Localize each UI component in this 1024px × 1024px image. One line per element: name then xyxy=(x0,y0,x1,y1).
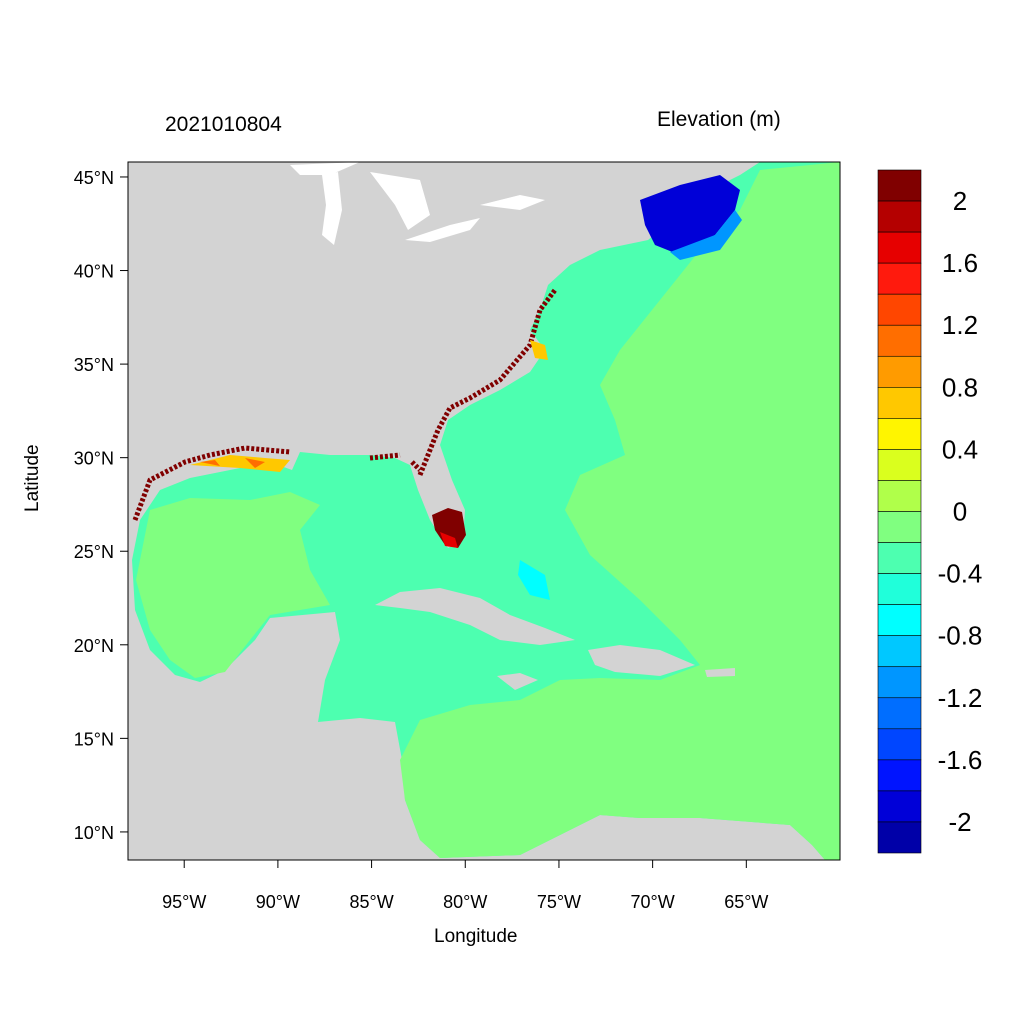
colorbar-swatch xyxy=(877,511,922,543)
y-tick-label: 20°N xyxy=(74,636,114,656)
y-axis: 45°N 40°N 35°N 30°N 25°N 20°N 15°N 10°N xyxy=(74,168,128,843)
colorbar-label: -1.2 xyxy=(938,683,983,713)
lake-huron xyxy=(370,172,430,230)
colorbar-label: 0.4 xyxy=(942,434,978,464)
florida-flooding-edge xyxy=(440,532,458,548)
colorbar-swatch xyxy=(877,262,922,295)
x-axis-label: Longitude xyxy=(434,926,518,947)
puerto-rico xyxy=(705,668,735,677)
x-tick-label: 80°W xyxy=(443,892,487,912)
florida-flooding xyxy=(432,508,466,548)
colorbar-swatch xyxy=(877,387,922,419)
x-tick-label: 75°W xyxy=(537,892,581,912)
colorbar-swatch xyxy=(877,542,922,574)
lake-erie xyxy=(405,218,480,242)
bahamas-shallows xyxy=(518,560,550,600)
colorbar-swatch xyxy=(877,635,922,668)
colorbar-label: -0.4 xyxy=(938,559,983,589)
colorbar-label: 0 xyxy=(953,497,967,527)
x-tick-label: 95°W xyxy=(162,892,206,912)
y-tick-label: 15°N xyxy=(74,729,114,749)
colorbar-title: Elevation (m) xyxy=(657,108,781,131)
colorbar-swatch xyxy=(877,449,922,481)
colorbar-label: 1.2 xyxy=(942,310,978,340)
colorbar-swatch xyxy=(877,293,922,326)
colorbar-swatch xyxy=(877,324,922,357)
jamaica xyxy=(497,673,538,690)
cuba xyxy=(375,588,575,645)
y-tick-label: 35°N xyxy=(74,355,114,375)
colorbar-swatch xyxy=(877,231,922,264)
y-tick-label: 25°N xyxy=(74,542,114,562)
colorbar-swatch xyxy=(877,355,922,388)
x-tick-label: 85°W xyxy=(349,892,393,912)
pamlico-surge xyxy=(530,340,548,360)
colorbar-swatch xyxy=(877,200,922,233)
lake-ontario xyxy=(480,195,545,210)
x-tick-label: 90°W xyxy=(256,892,300,912)
colorbar-swatch xyxy=(877,418,922,450)
louisiana-surge xyxy=(190,455,290,472)
colorbar-swatch xyxy=(877,480,922,512)
colorbar-label: -1.6 xyxy=(938,745,983,775)
lake-michigan xyxy=(322,172,342,245)
colorbar-swatch xyxy=(877,666,922,699)
colorbar-label: 1.6 xyxy=(942,248,978,278)
colorbar-swatch xyxy=(877,169,922,202)
colorbar-swatch xyxy=(877,604,922,636)
x-axis: 95°W 90°W 85°W 80°W 75°W 70°W 65°W xyxy=(162,860,768,912)
y-tick-label: 45°N xyxy=(74,168,114,188)
colorbar-swatch xyxy=(877,759,922,792)
louisiana-surge-core xyxy=(200,458,265,468)
colorbar: 2 1.6 1.2 0.8 0.4 0 -0.4 -0.8 -1.2 -1.6 -2 xyxy=(877,169,983,854)
y-tick-label: 10°N xyxy=(74,823,114,843)
colorbar-swatch xyxy=(877,821,922,854)
y-tick-label: 30°N xyxy=(74,449,114,469)
colorbar-label: -0.8 xyxy=(938,621,983,651)
x-tick-label: 65°W xyxy=(724,892,768,912)
ocean-atlantic-offshore xyxy=(400,162,840,860)
map-plot xyxy=(128,162,840,860)
lake-superior xyxy=(290,162,360,175)
gulf-coast-flooding xyxy=(132,288,557,521)
map-title-date: 2021010804 xyxy=(165,113,282,136)
ocean-gulf-west xyxy=(136,492,330,678)
colorbar-swatch xyxy=(877,573,922,605)
plot-frame xyxy=(127,161,841,861)
colorbar-swatch xyxy=(877,697,922,730)
colorbar-swatch xyxy=(877,790,922,823)
colorbar-swatch xyxy=(877,728,922,761)
gulf-of-maine-gradient xyxy=(670,210,742,260)
x-tick-label: 70°W xyxy=(631,892,675,912)
y-tick-label: 40°N xyxy=(74,262,114,282)
hispaniola xyxy=(588,645,695,676)
colorbar-label: 0.8 xyxy=(942,372,978,402)
colorbar-label: 2 xyxy=(953,186,967,216)
colorbar-label: -2 xyxy=(948,807,971,837)
